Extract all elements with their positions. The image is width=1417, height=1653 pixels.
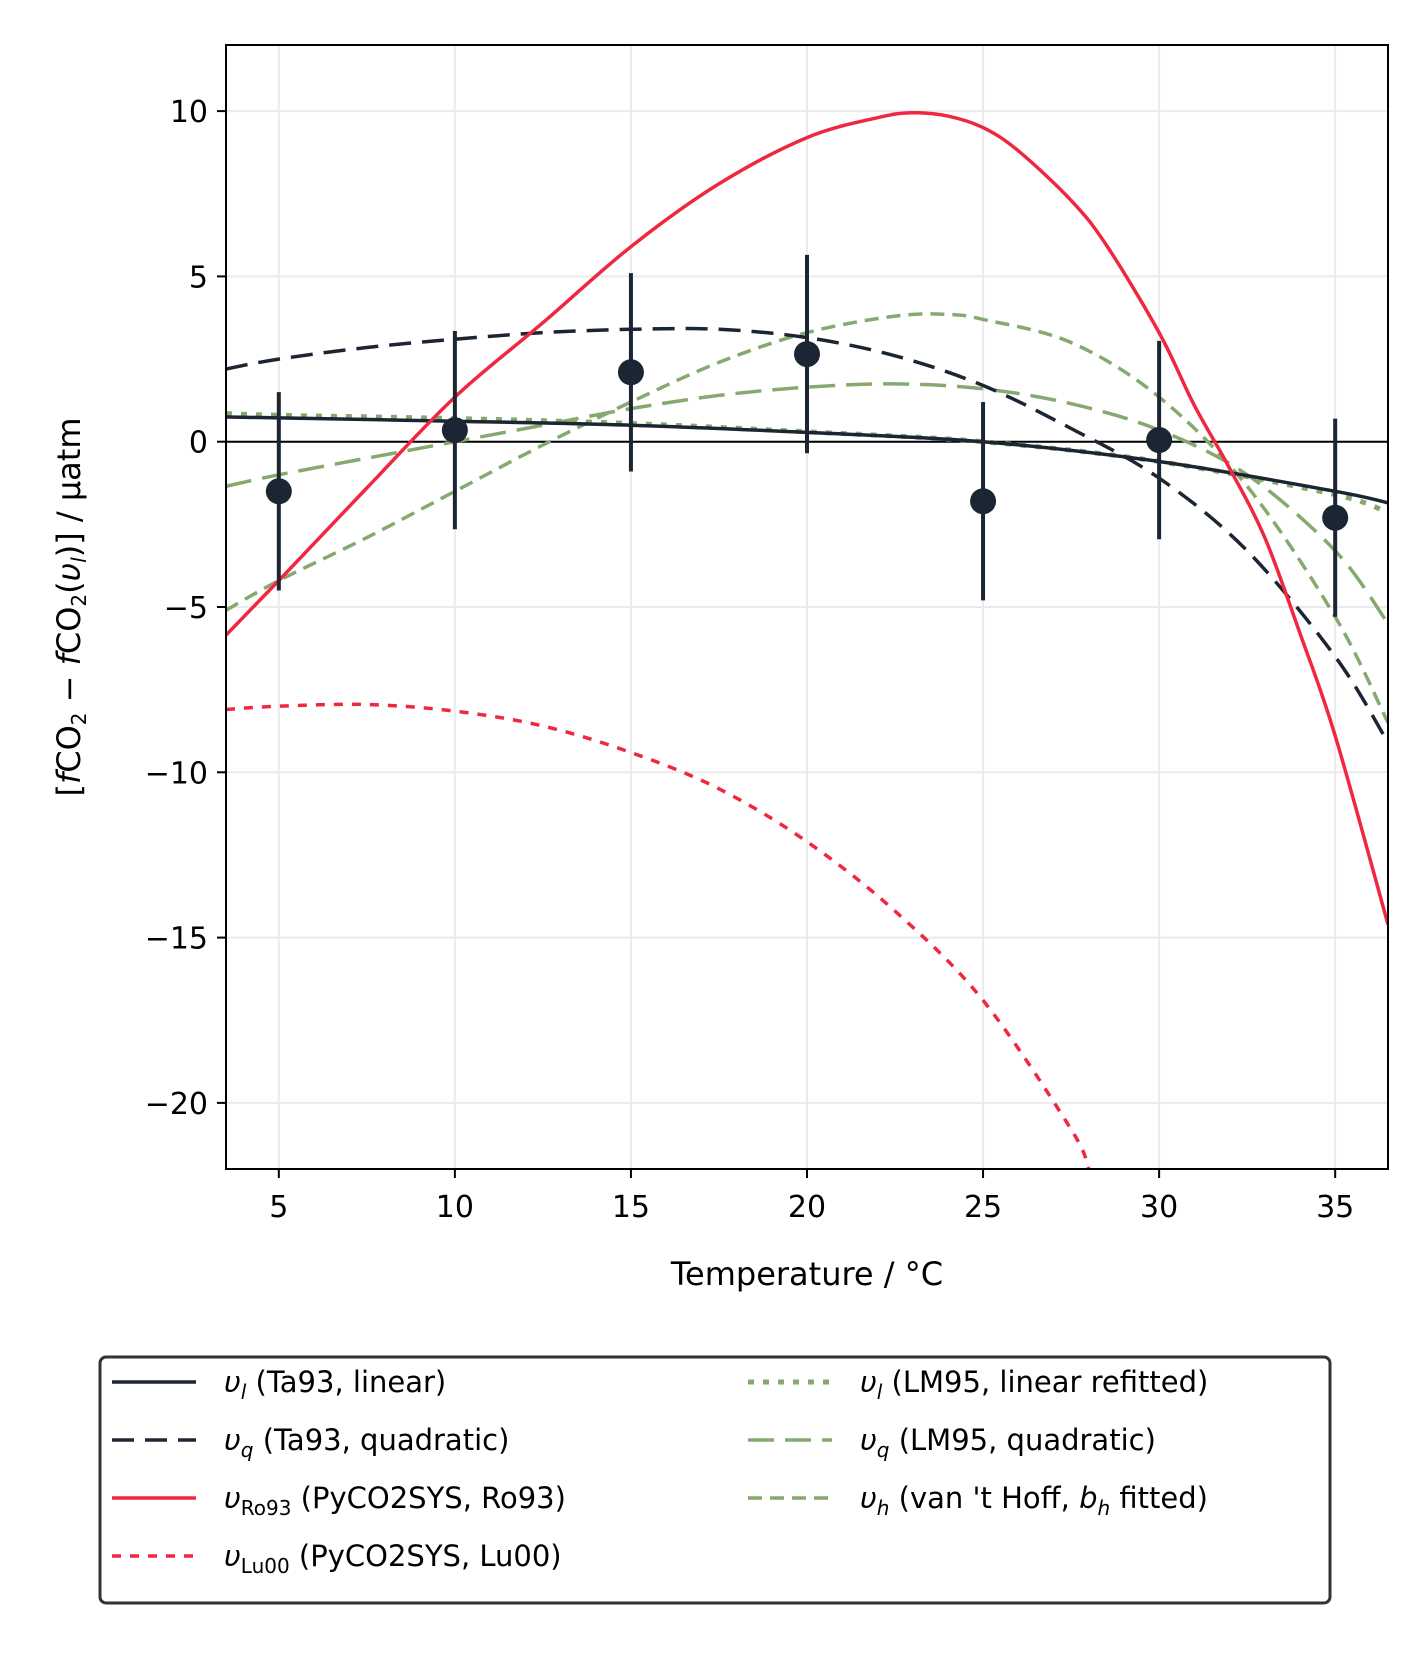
data-point xyxy=(265,478,292,505)
x-tick-label: 30 xyxy=(1140,1190,1178,1225)
series-line-5 xyxy=(226,382,1388,625)
x-tick-label: 20 xyxy=(788,1190,826,1225)
x-tick-label: 15 xyxy=(612,1190,650,1225)
legend: υl (Ta93, linear) υq (Ta93, quadratic) υRo… xyxy=(98,1355,1332,1605)
y-axis-label: [fCO2 − fCO2(υl)] / µatm xyxy=(50,417,91,796)
legend-label: υLu00 (PyCO2SYS, Lu00) xyxy=(224,1539,562,1578)
series-line-3 xyxy=(226,702,1091,1169)
x-tick-label: 35 xyxy=(1316,1190,1354,1225)
legend-frame xyxy=(98,1355,1332,1605)
legend-label: υq (LM95, quadratic) xyxy=(860,1423,1156,1462)
x-axis: 5 10 15 20 25 30 35 xyxy=(269,1169,1354,1225)
y-tick-label: −20 xyxy=(145,1087,208,1122)
data-point xyxy=(1146,427,1173,454)
series-line-2 xyxy=(226,111,1388,925)
grid xyxy=(226,45,1388,1169)
x-tick-label: 5 xyxy=(269,1190,288,1225)
legend-label: υq (Ta93, quadratic) xyxy=(224,1423,509,1462)
legend-label: υRo93 (PyCO2SYS, Ro93) xyxy=(224,1481,566,1520)
series-line-1 xyxy=(226,326,1388,744)
data-point xyxy=(441,417,468,444)
y-tick-label: −15 xyxy=(145,922,208,957)
data-point xyxy=(794,341,820,368)
legend-label: υl (LM95, linear refitted) xyxy=(860,1365,1208,1404)
legend-label: υl (Ta93, linear) xyxy=(224,1365,446,1404)
x-tick-label: 25 xyxy=(964,1190,1002,1225)
series-line-4 xyxy=(226,411,1388,516)
y-tick-label: 5 xyxy=(189,260,208,295)
y-tick-label: −10 xyxy=(145,756,208,791)
data-point xyxy=(617,359,644,386)
measurement-points xyxy=(265,254,1349,617)
y-tick-label: 10 xyxy=(170,95,208,130)
y-tick-label: 0 xyxy=(189,426,208,461)
legend-label: υh (van 't Hoff, bh fitted) xyxy=(860,1481,1208,1520)
x-tick-label: 10 xyxy=(436,1190,474,1225)
data-point xyxy=(1322,504,1349,531)
y-axis: −20 −15 −10 −5 0 5 10 xyxy=(145,95,226,1122)
x-axis-label: Temperature / °C xyxy=(670,1255,943,1293)
data-point xyxy=(970,488,997,515)
y-tick-label: −5 xyxy=(164,591,208,626)
